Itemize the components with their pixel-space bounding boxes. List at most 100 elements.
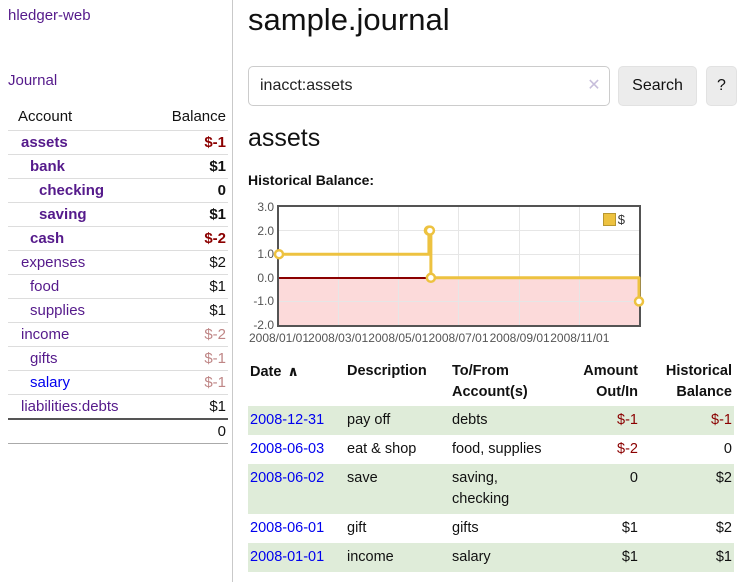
y-axis-tick-label: -1.0 (253, 294, 274, 309)
vertical-gridline (579, 207, 581, 325)
data-point-marker (425, 272, 437, 284)
transaction-description: eat & shop (347, 441, 417, 457)
x-axis-tick-label: 2008/01/01 (248, 331, 310, 345)
help-button[interactable]: ? (706, 66, 737, 106)
account-balance: $-2 (146, 226, 228, 251)
accounts-total-row: 0 (8, 418, 228, 444)
account-link[interactable]: supplies (30, 302, 86, 319)
account-link[interactable]: expenses (21, 254, 86, 271)
account-name-cell: salary (8, 370, 147, 395)
journal-link[interactable]: Journal (8, 72, 58, 89)
transaction-description: income (347, 549, 394, 565)
y-axis-tick-label: 0.0 (257, 270, 274, 285)
transaction-row: 2008-06-03 eat & shop food, supplies $-2 0 (248, 435, 734, 464)
account-row: income $-2 (8, 322, 228, 347)
account-row: cash $-2 (8, 226, 228, 251)
transaction-date-link[interactable]: 2008-06-01 (250, 520, 325, 536)
sort-ascending-icon: ∧ (287, 363, 299, 379)
account-name-cell: checking (8, 178, 147, 203)
transaction-date-link[interactable]: 2008-06-02 (250, 470, 325, 486)
transaction-date-cell: 2008-12-31 (248, 406, 345, 435)
account-link[interactable]: saving (39, 206, 87, 223)
transaction-date-link[interactable]: 2008-01-01 (250, 549, 325, 565)
legend-swatch-icon (602, 213, 616, 226)
vertical-gridline (397, 207, 399, 325)
transaction-accounts: saving, checking (452, 470, 510, 507)
accounts-panel: Account Balance assets $-1 bank $1 checking 0… (8, 104, 228, 444)
transaction-date-cell: 2008-06-02 (248, 464, 345, 514)
chart-title: Historical Balance: (248, 172, 375, 188)
account-name-cell: liabilities:debts (8, 394, 147, 419)
account-balance: $1 (146, 154, 228, 179)
data-point-marker (424, 225, 436, 236)
x-axis-tick-label: 2008/09/01 (489, 331, 550, 345)
y-axis-tick-label: 2.0 (257, 223, 274, 238)
transaction-description: gift (347, 520, 367, 536)
transaction-amount: $1 (621, 549, 638, 565)
transaction-description: save (347, 470, 378, 486)
account-link[interactable]: cash (30, 230, 65, 247)
account-balance: $-1 (146, 346, 228, 371)
transaction-balance: $2 (715, 470, 732, 486)
account-balance: $-1 (146, 130, 228, 155)
clear-search-icon[interactable]: ✕ (587, 77, 601, 94)
page-title: sample.journal (248, 2, 450, 37)
sidebar: hledger-web Journal Account Balance asse… (0, 0, 233, 582)
transaction-date-link[interactable]: 2008-06-03 (250, 441, 325, 457)
register-header-date: Date ∧ (250, 363, 299, 380)
x-axis-tick-label: 2008/11/01 (550, 331, 610, 345)
account-row: assets $-1 (8, 130, 228, 155)
balance-chart: 3.0 2.0 1.0 0.0 -1.0 -2.0 $ 2008/01/01 2008/03… (248, 200, 678, 345)
horizontal-gridline (279, 300, 639, 302)
account-balance: $1 (146, 274, 228, 299)
chart-legend: $ (602, 212, 625, 227)
account-link[interactable]: checking (39, 182, 105, 199)
account-balance: $-1 (146, 370, 228, 395)
search-button[interactable]: Search (618, 66, 697, 106)
account-link[interactable]: assets (21, 134, 68, 151)
accounts-header-balance: Balance (171, 108, 226, 125)
account-name-cell: saving (8, 202, 147, 227)
transaction-date-cell: 2008-06-01 (248, 514, 345, 543)
account-link[interactable]: bank (30, 158, 66, 175)
account-balance: $1 (146, 202, 228, 227)
transaction-date-link[interactable]: 2008-12-31 (250, 412, 325, 428)
register-header-row: Date ∧ Description To/From Account(s) Amo… (248, 358, 734, 406)
accounts-table: Account Balance assets $-1 bank $1 checking 0… (8, 104, 228, 444)
y-axis-tick-label: 1.0 (257, 247, 274, 262)
account-row: bank $1 (8, 154, 228, 179)
account-link[interactable]: gifts (30, 350, 58, 367)
search-input[interactable] (248, 66, 610, 106)
transaction-accounts: debts (452, 412, 488, 428)
transaction-balance: $1 (715, 549, 732, 565)
y-axis-tick-label: 3.0 (257, 200, 274, 214)
transaction-date-cell: 2008-01-01 (248, 543, 345, 572)
register-header-accounts: To/From Account(s) (452, 363, 528, 400)
register-header-amount: Amount Out/In (583, 363, 638, 400)
account-link[interactable]: liabilities:debts (21, 398, 119, 415)
horizontal-gridline (279, 253, 639, 255)
account-link[interactable]: income (21, 326, 70, 343)
nav-journal: Journal (8, 72, 57, 89)
accounts-total-label (8, 418, 147, 444)
account-name-cell: cash (8, 226, 147, 251)
transaction-row: 2008-12-31 pay off debts $-1 $-1 (248, 406, 734, 435)
transaction-accounts: gifts (452, 520, 479, 536)
accounts-header-account: Account (18, 108, 73, 125)
account-name-cell: supplies (8, 298, 147, 323)
transaction-accounts: salary (452, 549, 491, 565)
account-name-cell: expenses (8, 250, 147, 275)
transaction-amount: 0 (629, 470, 638, 486)
accounts-header-row: Account Balance (8, 104, 228, 131)
account-row: checking 0 (8, 178, 228, 203)
account-link[interactable]: salary (30, 374, 71, 391)
account-row: expenses $2 (8, 250, 228, 275)
transaction-balance: $2 (715, 520, 732, 536)
vertical-gridline (458, 207, 459, 325)
transaction-row: 2008-01-01 income salary $1 $1 (248, 543, 734, 572)
vertical-gridline (337, 207, 339, 325)
transaction-balance: $-1 (711, 412, 732, 428)
transaction-date-cell: 2008-06-03 (248, 435, 345, 464)
brand-link[interactable]: hledger-web (8, 7, 91, 24)
account-link[interactable]: food (30, 278, 60, 295)
